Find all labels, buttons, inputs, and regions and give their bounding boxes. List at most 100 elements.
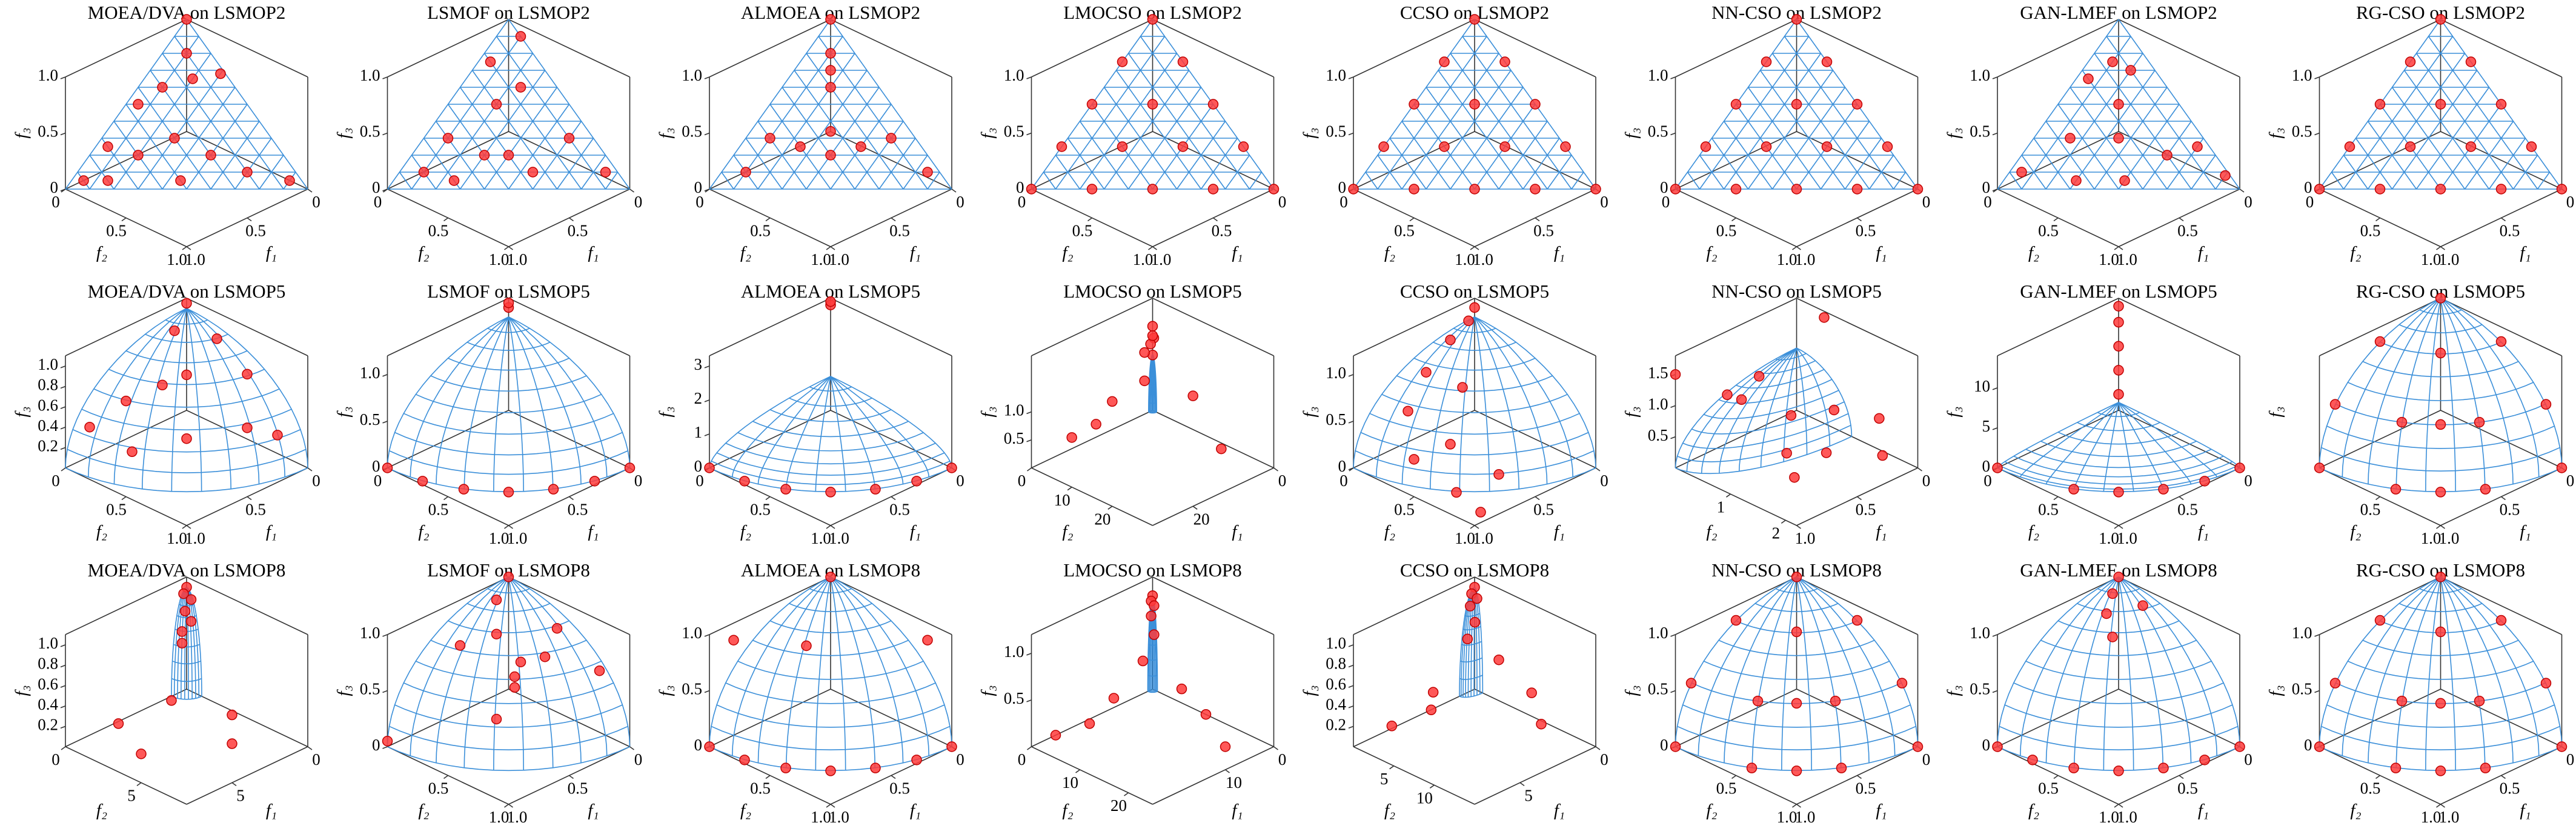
y-tick-label: 20 xyxy=(1094,510,1110,529)
z-tick-label: 0.2 xyxy=(1326,716,1346,734)
back-frame xyxy=(709,689,831,747)
z-tick-label: 1.0 xyxy=(1004,66,1024,84)
solution-point xyxy=(2374,615,2386,626)
solution-point xyxy=(2329,678,2341,689)
y-tick-label: 0 xyxy=(1339,193,1348,211)
pareto-front-mesh xyxy=(2362,361,2519,378)
y-tick-label: 1.0 xyxy=(811,529,831,547)
solution-point xyxy=(1536,718,1547,730)
pareto-front-mesh xyxy=(1140,36,1250,190)
solution-point xyxy=(2199,476,2210,487)
y-tick-label: 0 xyxy=(1339,472,1348,490)
pareto-front-mesh xyxy=(415,661,602,680)
x-axis-label: f₁ xyxy=(2520,243,2531,262)
axis-frame xyxy=(2440,298,2562,356)
z-tick-label: 0.2 xyxy=(38,437,58,455)
y-tick-label: 0 xyxy=(374,472,382,490)
back-frame xyxy=(387,410,509,469)
y-tick-label: 10 xyxy=(1054,491,1071,509)
back-frame xyxy=(2319,689,2441,747)
axis-frame xyxy=(1031,467,1153,526)
y-tick xyxy=(182,525,187,529)
solution-point xyxy=(176,626,188,637)
z-tick xyxy=(60,447,66,450)
pareto-front-mesh xyxy=(1353,316,1475,469)
y-tick-label: 20 xyxy=(1110,796,1127,815)
back-frame xyxy=(1796,131,1918,190)
y-tick xyxy=(61,188,66,193)
axis-frame xyxy=(387,19,509,78)
pareto-front-mesh xyxy=(1377,155,1403,190)
axis-frame xyxy=(186,19,308,78)
y-tick xyxy=(2436,804,2441,808)
pareto-front-mesh xyxy=(1474,316,1490,492)
pareto-front-mesh xyxy=(65,308,187,469)
z-tick-label: 0.5 xyxy=(682,122,702,141)
pareto-front-mesh xyxy=(411,36,522,190)
solution-point xyxy=(1439,56,1450,67)
x-tick-label: 1.0 xyxy=(2439,250,2460,268)
pareto-front-mesh xyxy=(487,327,530,333)
pareto-front-mesh xyxy=(2118,576,2218,756)
x-tick-label: 0.5 xyxy=(889,501,910,519)
solution-point xyxy=(509,682,520,693)
axis-frame xyxy=(1997,19,2119,78)
solution-point xyxy=(242,368,253,380)
z-tick-label: 0 xyxy=(372,457,380,475)
axis-frame xyxy=(830,19,952,78)
solution-point xyxy=(1464,601,1476,612)
z-axis-label: f₃ xyxy=(978,685,997,696)
z-tick xyxy=(1348,374,1354,377)
solution-point xyxy=(1026,184,1037,195)
x-tick xyxy=(186,246,191,250)
pareto-front-mesh xyxy=(508,576,554,768)
y-axis-label: f₂ xyxy=(2028,522,2039,541)
pareto-front-mesh xyxy=(1147,659,1158,661)
z-tick-label: 0.5 xyxy=(1326,410,1346,429)
z-tick xyxy=(704,690,710,693)
z-tick-label: 1.0 xyxy=(360,364,380,382)
y-tick-label: 0 xyxy=(695,472,704,490)
pareto-front-mesh xyxy=(1747,70,1834,190)
solution-point xyxy=(1378,141,1389,152)
y-tick xyxy=(2436,246,2441,250)
x-tick-label: 20 xyxy=(1193,510,1210,529)
pareto-front-mesh xyxy=(387,746,630,772)
pareto-front-mesh xyxy=(2319,298,2441,469)
pareto-front-mesh xyxy=(1147,691,1158,693)
z-tick xyxy=(1348,644,1354,647)
pareto-front-mesh xyxy=(1754,602,1839,612)
pareto-front-mesh xyxy=(1718,347,1798,473)
solution-point xyxy=(2068,762,2079,773)
solution-point xyxy=(442,133,454,144)
x-tick xyxy=(247,496,252,501)
z-axis-label: f₃ xyxy=(12,685,32,696)
solution-point xyxy=(1730,184,1742,195)
pareto-front-mesh xyxy=(1433,341,1516,351)
x-axis-label: f₁ xyxy=(2198,522,2209,541)
axis-frame xyxy=(709,298,831,356)
z-tick-label: 0.5 xyxy=(682,680,702,698)
z-axis-label: f₃ xyxy=(1300,406,1320,417)
back-frame xyxy=(2440,410,2562,469)
solution-point xyxy=(2119,175,2130,186)
solution-point xyxy=(2199,755,2210,765)
pareto-front-mesh xyxy=(2395,576,2442,768)
solution-point xyxy=(503,572,514,582)
pareto-front-mesh xyxy=(532,121,582,190)
pareto-front-mesh xyxy=(2118,402,2163,489)
pareto-front-mesh xyxy=(927,172,940,190)
z-tick xyxy=(1992,427,1998,430)
z-tick-label: 1.0 xyxy=(360,66,380,84)
pareto-front-mesh xyxy=(403,682,614,704)
pareto-front-mesh xyxy=(1703,661,1890,680)
solution-point xyxy=(2027,755,2038,765)
solution-point xyxy=(825,487,836,498)
z-tick-label: 0 xyxy=(694,457,703,475)
solution-point xyxy=(2113,341,2124,352)
pareto-front-mesh xyxy=(2070,70,2156,190)
z-tick xyxy=(60,406,66,409)
pareto-front-mesh xyxy=(1200,138,1238,190)
